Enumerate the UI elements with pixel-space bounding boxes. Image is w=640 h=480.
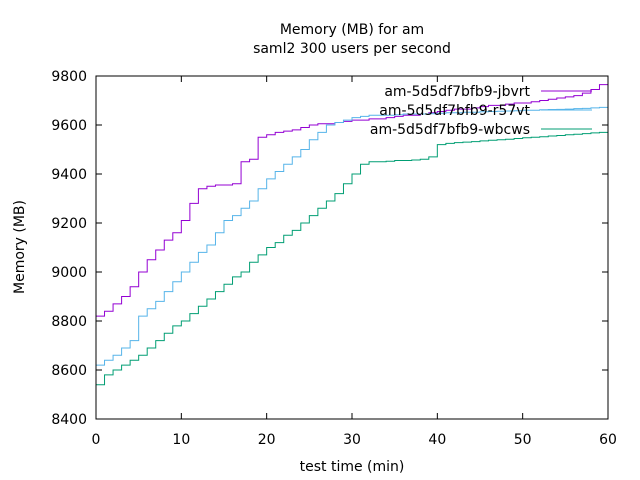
plot-frame: [95, 75, 609, 420]
x-tick-label: 0: [92, 432, 101, 448]
legend-label: am-5d5df7bfb9-wbcws: [370, 122, 530, 138]
y-tick-label: 8800: [51, 314, 87, 330]
chart-title-line1: Memory (MB) for am: [280, 22, 424, 38]
legend: am-5d5df7bfb9-jbvrt am-5d5df7bfb9-r57vt am…: [370, 84, 592, 138]
y-axis-label: Memory (MB): [12, 200, 28, 294]
chart-title-line2: saml2 300 users per second: [253, 41, 451, 57]
x-tick-label: 10: [172, 432, 190, 448]
x-tick-label: 50: [514, 432, 532, 448]
series-line-am-5d5df7bfb9-wbcws: [96, 131, 608, 386]
x-tick-label: 30: [343, 432, 361, 448]
x-axis-label: test time (min): [300, 459, 405, 475]
plot-axes: 0 10 20 30 40 50 60 8400 8600 8800 9000 9200 9400 960…: [51, 69, 617, 448]
legend-label: am-5d5df7bfb9-jbvrt: [384, 84, 530, 100]
x-tick-label: 20: [258, 432, 276, 448]
y-tick-label: 9400: [51, 167, 87, 183]
y-tick-label: 8400: [51, 412, 87, 428]
y-tick-label: 9000: [51, 265, 87, 281]
series-group: [96, 83, 609, 386]
x-tick-label: 60: [599, 432, 617, 448]
series-line-am-5d5df7bfb9-r57vt: [96, 106, 608, 366]
y-tick-label: 8600: [51, 363, 87, 379]
x-tick-label: 40: [428, 432, 446, 448]
legend-label: am-5d5df7bfb9-r57vt: [379, 103, 530, 119]
y-tick-label: 9600: [51, 118, 87, 134]
y-tick-label: 9800: [51, 69, 87, 85]
y-tick-label: 9200: [51, 216, 87, 232]
